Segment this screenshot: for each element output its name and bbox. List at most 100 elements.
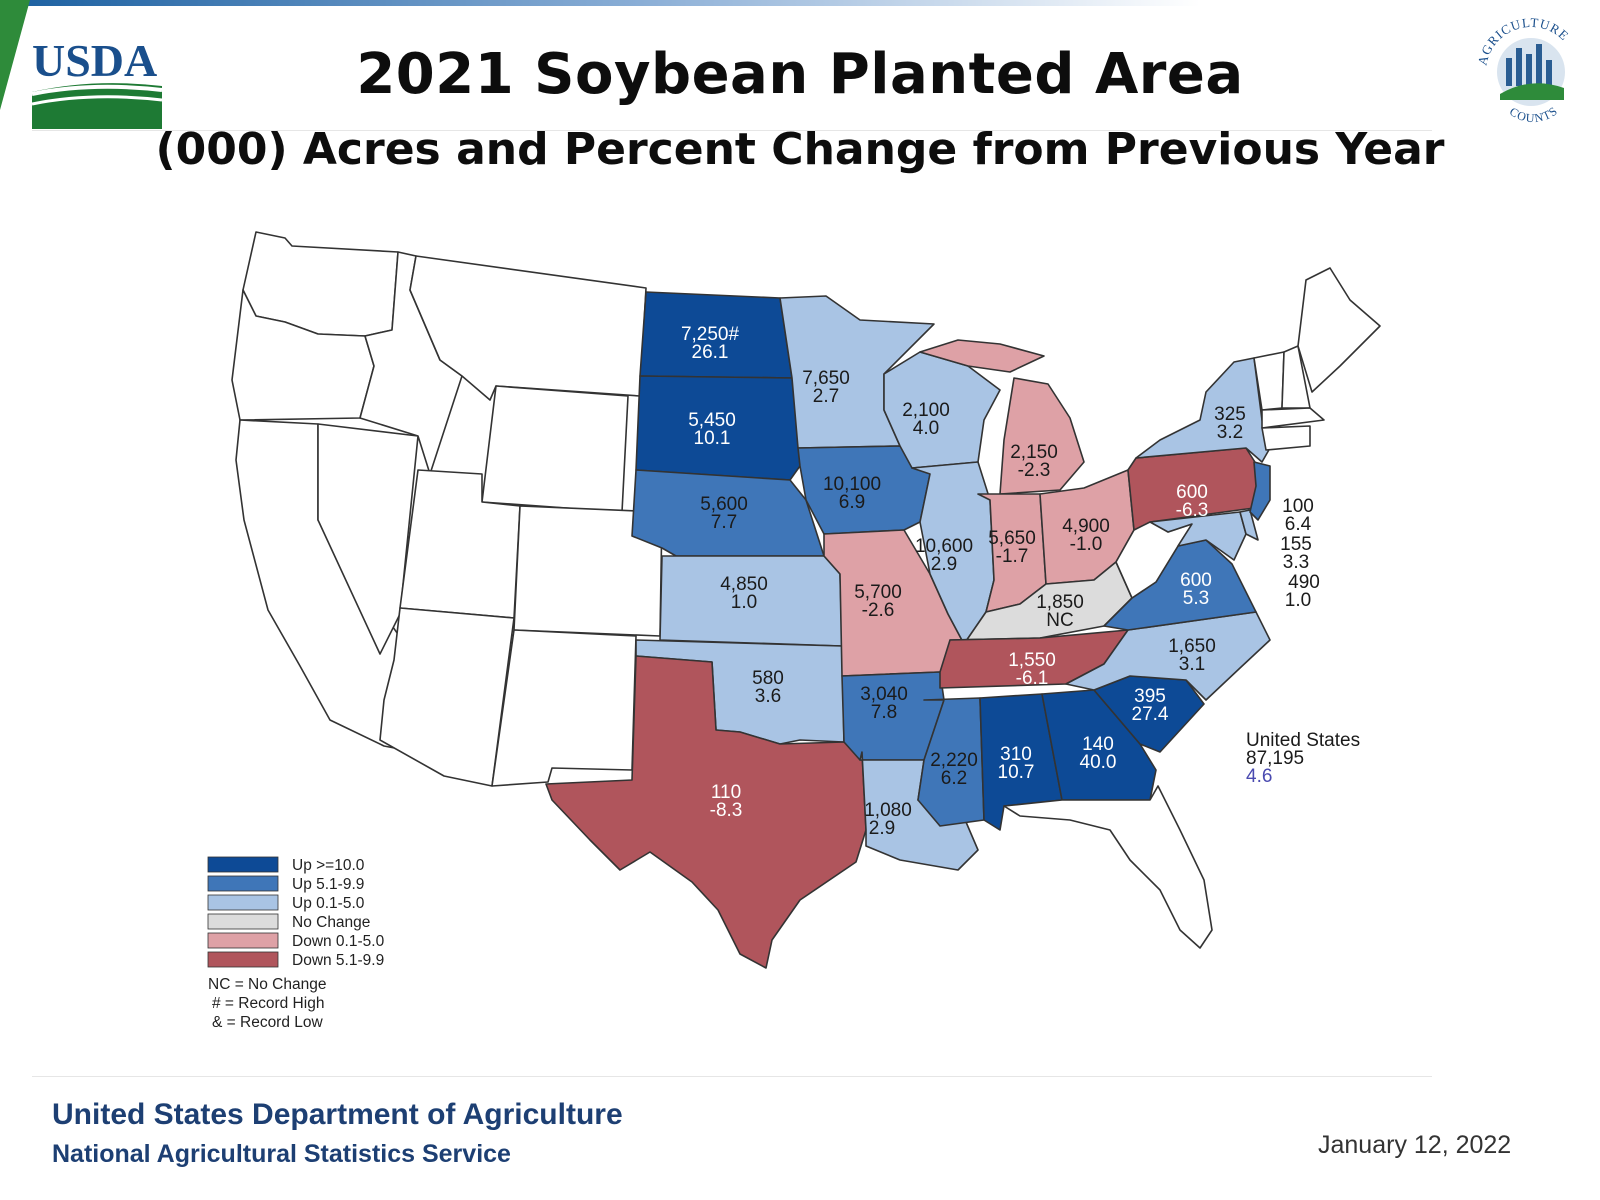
- label-al-change: 10.7: [998, 762, 1035, 783]
- label-la-acres: 1,080: [864, 800, 912, 821]
- state-connecticut-ri: [1261, 425, 1311, 451]
- label-mo-acres: 5,700: [854, 582, 902, 603]
- label-nc-acres: 1,650: [1168, 636, 1216, 657]
- legend-label-4: No Change: [292, 914, 370, 931]
- label-in-acres: 5,650: [988, 528, 1036, 549]
- top-accent-line: [0, 0, 1600, 6]
- footer-org: United States Department of Agriculture: [52, 1098, 623, 1131]
- state-wyoming: [481, 385, 629, 513]
- legend-label-1: Up >=10.0: [292, 857, 365, 874]
- label-nc-change: 3.1: [1179, 654, 1205, 675]
- label-ks-change: 1.0: [731, 592, 757, 613]
- legend-swatch-1: [207, 856, 279, 873]
- label-nd-acres: 7,250#: [681, 324, 740, 345]
- state-labels: 7,250# 26.1 5,450 10.1 7,650 2.7 2,100 4…: [681, 324, 1320, 839]
- label-de-acres: 155: [1280, 534, 1312, 555]
- state-delaware: [1239, 509, 1259, 541]
- usda-logo: USDA: [32, 35, 162, 129]
- national-acres: 87,195: [1246, 748, 1304, 769]
- label-la-change: 2.9: [869, 818, 895, 839]
- legend-label-2: Up 5.1-9.9: [292, 876, 364, 893]
- header-divider: [32, 130, 1432, 131]
- label-sc-acres: 395: [1134, 686, 1166, 707]
- label-ne-acres: 5,600: [700, 494, 748, 515]
- label-md-change: 1.0: [1285, 590, 1311, 611]
- footer-service: National Agricultural Statistics Service: [52, 1140, 511, 1168]
- legend-note-nc: NC = No Change: [208, 976, 326, 993]
- legend-label-6: Down 5.1-9.9: [292, 952, 384, 969]
- label-ms-acres: 2,220: [930, 750, 978, 771]
- label-ny-change: 3.2: [1217, 422, 1243, 443]
- label-md-acres: 490: [1288, 572, 1320, 593]
- report-date: January 12, 2022: [1318, 1131, 1512, 1159]
- legend-swatch-4: [207, 913, 279, 930]
- logo-text-bottom: COUNTS: [1507, 103, 1559, 125]
- state-maine: [1297, 267, 1381, 393]
- label-wi-change: 4.0: [913, 418, 939, 439]
- label-ia-acres: 10,100: [823, 474, 881, 495]
- label-tx-acres: 110: [711, 782, 741, 803]
- label-oh-acres: 4,900: [1062, 516, 1110, 537]
- label-oh-change: -1.0: [1070, 534, 1103, 555]
- state-new-york: [1135, 357, 1271, 463]
- state-texas: [545, 655, 867, 969]
- label-tn-acres: 1,550: [1008, 650, 1056, 671]
- state-massachusetts: [1261, 407, 1325, 429]
- label-ia-change: 6.9: [839, 492, 865, 513]
- label-tx-change: -8.3: [710, 800, 743, 821]
- label-ok-acres: 580: [752, 668, 784, 689]
- agriculture-counts-logo: AGRICULTURE COUNTS: [1474, 15, 1571, 125]
- label-ms-change: 6.2: [941, 768, 967, 789]
- label-pa-acres: 600: [1176, 482, 1208, 503]
- national-label: United States: [1246, 730, 1360, 751]
- label-al-acres: 310: [1000, 744, 1032, 765]
- label-ky-acres: 1,850: [1036, 592, 1084, 613]
- state-nevada: [317, 423, 419, 655]
- label-pa-change: -6.3: [1176, 500, 1209, 521]
- legend-swatch-6: [207, 951, 279, 968]
- page-title: 2021 Soybean Planted Area: [356, 42, 1244, 107]
- label-sd-change: 10.1: [694, 428, 731, 449]
- label-ga-acres: 140: [1082, 734, 1114, 755]
- label-nj-change: 6.4: [1285, 514, 1312, 535]
- label-il-change: 2.9: [931, 554, 957, 575]
- label-de-change: 3.3: [1283, 552, 1309, 573]
- label-wi-acres: 2,100: [902, 400, 950, 421]
- state-michigan: [999, 377, 1085, 495]
- label-ky-change: NC: [1046, 610, 1073, 631]
- legend-label-5: Down 0.1-5.0: [292, 933, 385, 950]
- label-tn-change: -6.1: [1016, 668, 1049, 689]
- svg-text:COUNTS: COUNTS: [1507, 103, 1560, 125]
- state-south-dakota: [635, 375, 801, 481]
- label-ar-acres: 3,040: [860, 684, 908, 705]
- national-change: 4.6: [1246, 766, 1272, 787]
- legend-swatch-2: [207, 875, 279, 892]
- label-in-change: -1.7: [996, 546, 1029, 567]
- legend: Up >=10.0 Up 5.1-9.9 Up 0.1-5.0 No Chang…: [207, 856, 385, 1031]
- state-michigan-upper: [919, 339, 1045, 373]
- label-va-acres: 600: [1180, 570, 1212, 591]
- label-mo-change: -2.6: [862, 600, 895, 621]
- legend-label-3: Up 0.1-5.0: [292, 895, 365, 912]
- state-florida: [1003, 785, 1213, 949]
- page-subtitle: (000) Acres and Percent Change from Prev…: [155, 124, 1445, 175]
- label-ks-acres: 4,850: [720, 574, 768, 595]
- label-sd-acres: 5,450: [688, 410, 736, 431]
- legend-note-record-high: # = Record High: [212, 995, 324, 1012]
- state-arizona: [379, 607, 515, 787]
- label-ga-change: 40.0: [1080, 752, 1117, 773]
- label-mi-change: -2.3: [1018, 460, 1051, 481]
- footer-divider: [32, 1076, 1432, 1077]
- label-ny-acres: 325: [1214, 404, 1246, 425]
- label-mi-acres: 2,150: [1010, 442, 1058, 463]
- green-corner-accent: [0, 0, 30, 110]
- national-total: United States 87,195 4.6: [1246, 730, 1360, 787]
- label-nd-change: 26.1: [692, 342, 729, 363]
- state-new-mexico: [491, 629, 637, 787]
- label-ar-change: 7.8: [871, 702, 897, 723]
- label-va-change: 5.3: [1183, 588, 1209, 609]
- label-sc-change: 27.4: [1132, 704, 1169, 725]
- legend-note-record-low: & = Record Low: [212, 1014, 324, 1031]
- label-ne-change: 7.7: [711, 512, 737, 533]
- label-mn-acres: 7,650: [802, 368, 850, 389]
